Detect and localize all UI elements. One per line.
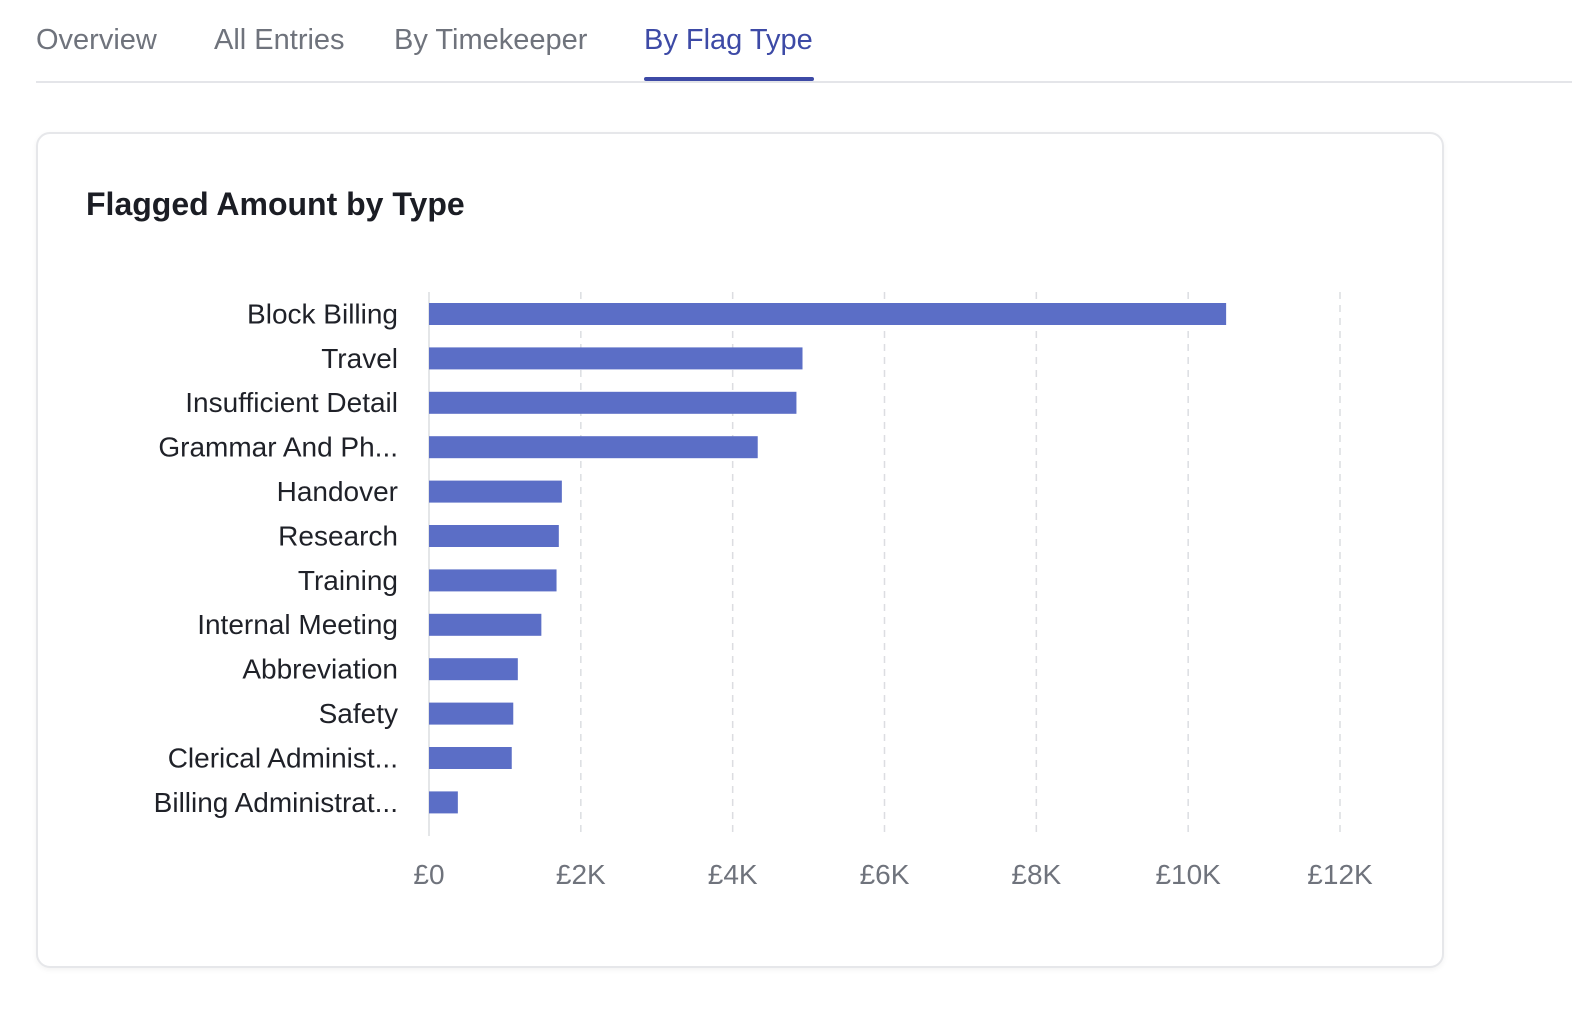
bar — [429, 303, 1227, 325]
tick-label: £10K — [1155, 859, 1221, 890]
category-label: Research — [278, 520, 398, 551]
tick-label: £2K — [556, 859, 606, 890]
bar — [429, 613, 542, 636]
tick-label: £4K — [708, 859, 758, 890]
bar — [429, 791, 458, 814]
tick-label: £12K — [1307, 859, 1373, 890]
category-label: Abbreviation — [242, 654, 398, 685]
chart-title: Flagged Amount by Type — [86, 186, 465, 222]
category-label: Clerical Administ... — [168, 742, 398, 773]
bar — [429, 480, 562, 503]
category-label: Internal Meeting — [197, 609, 398, 640]
category-label: Insufficient Detail — [185, 387, 398, 418]
tick-label: £8K — [1011, 859, 1061, 890]
tab-all-entries[interactable]: All Entries — [214, 24, 345, 56]
tab-by-timekeeper[interactable]: By Timekeeper — [394, 24, 588, 56]
active-tab-indicator — [644, 77, 814, 81]
bar — [429, 747, 512, 769]
category-label: Block Billing — [247, 298, 398, 329]
category-label: Grammar And Ph... — [158, 432, 398, 463]
tab-by-flag-type[interactable]: By Flag Type — [644, 24, 813, 56]
bar — [429, 569, 557, 592]
category-label: Training — [298, 565, 398, 596]
chart-card — [36, 132, 1444, 968]
bar — [429, 525, 559, 547]
tick-label: £0 — [413, 859, 444, 890]
bar — [429, 436, 758, 459]
bar — [429, 391, 797, 414]
tick-label: £6K — [860, 859, 910, 890]
tab-bar: Overview All Entries By Timekeeper By Fl… — [36, 0, 1572, 83]
bar — [429, 347, 803, 370]
category-label: Travel — [321, 343, 398, 374]
category-label: Safety — [319, 698, 398, 729]
bar — [429, 658, 518, 681]
category-label: Billing Administrat... — [154, 787, 398, 818]
tab-overview[interactable]: Overview — [36, 24, 157, 56]
bar — [429, 702, 514, 725]
category-label: Handover — [277, 476, 398, 507]
